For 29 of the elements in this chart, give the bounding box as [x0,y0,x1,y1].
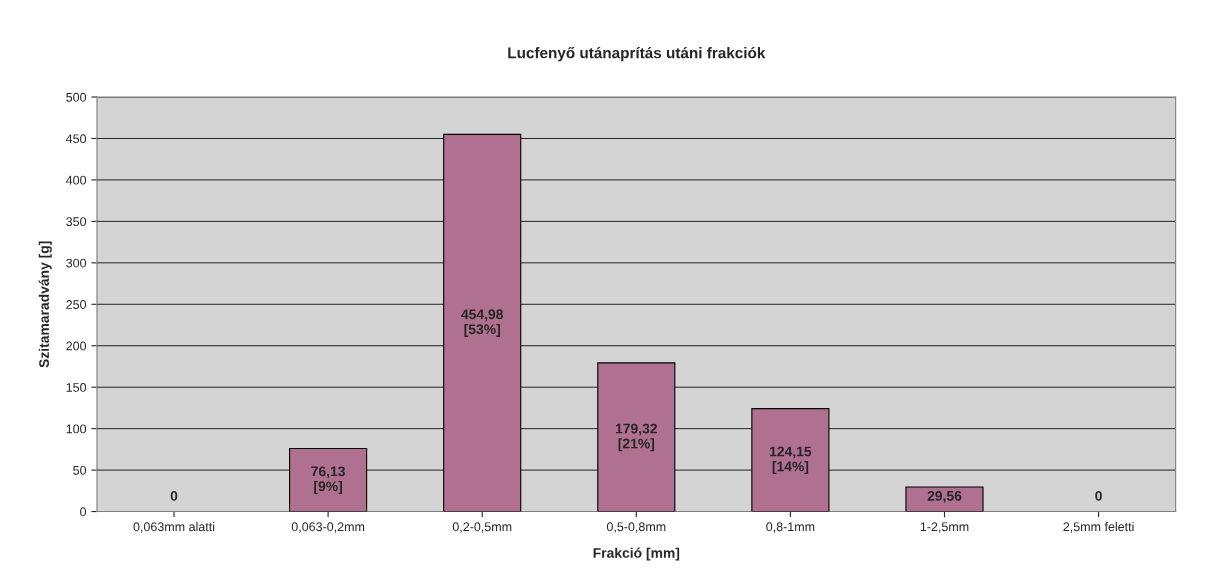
y-tick-label: 200 [66,341,87,351]
x-tick-label: 0,063mm alatti [133,521,215,533]
x-tick-label: 0,2-0,5mm [452,522,512,533]
x-tick-label: 2,5mm feletti [1063,521,1134,533]
data-label: 76,13 [9%] [311,466,345,494]
x-tick-label: 1-2,5mm [920,522,969,533]
y-tick-label: 250 [66,300,87,309]
data-label: 179,32 [21%] [615,423,657,452]
y-axis-title: Szitamaradvány [g] [38,241,52,368]
x-tick-label: 0,8-1mm [766,522,815,533]
x-tick-label: 0,063-0,2mm [291,522,365,533]
data-label: 454,98 [53%] [461,309,504,337]
data-label: 124,15 [14%] [770,446,812,475]
y-tick-label: 100 [66,424,87,434]
bar [905,486,984,512]
y-tick-label: 500 [66,92,87,102]
data-label: 0 [170,490,178,501]
y-tick-label: 50 [73,465,87,475]
y-tick-label: 350 [66,217,87,227]
y-tick-label: 0 [80,507,87,517]
data-label: 0 [1095,490,1102,501]
chart-title: Lucfenyő utánaprítás utáni frakciók [508,46,766,62]
data-label: 29,56 [927,490,962,503]
y-tick-label: 450 [65,134,87,144]
y-tick-label: 300 [66,258,87,268]
x-axis-title: Frakció [mm] [593,547,680,561]
x-tick-label: 0,5-0,8mm [606,522,666,533]
y-tick-label: 150 [66,383,87,392]
y-tick-label: 400 [65,175,87,185]
